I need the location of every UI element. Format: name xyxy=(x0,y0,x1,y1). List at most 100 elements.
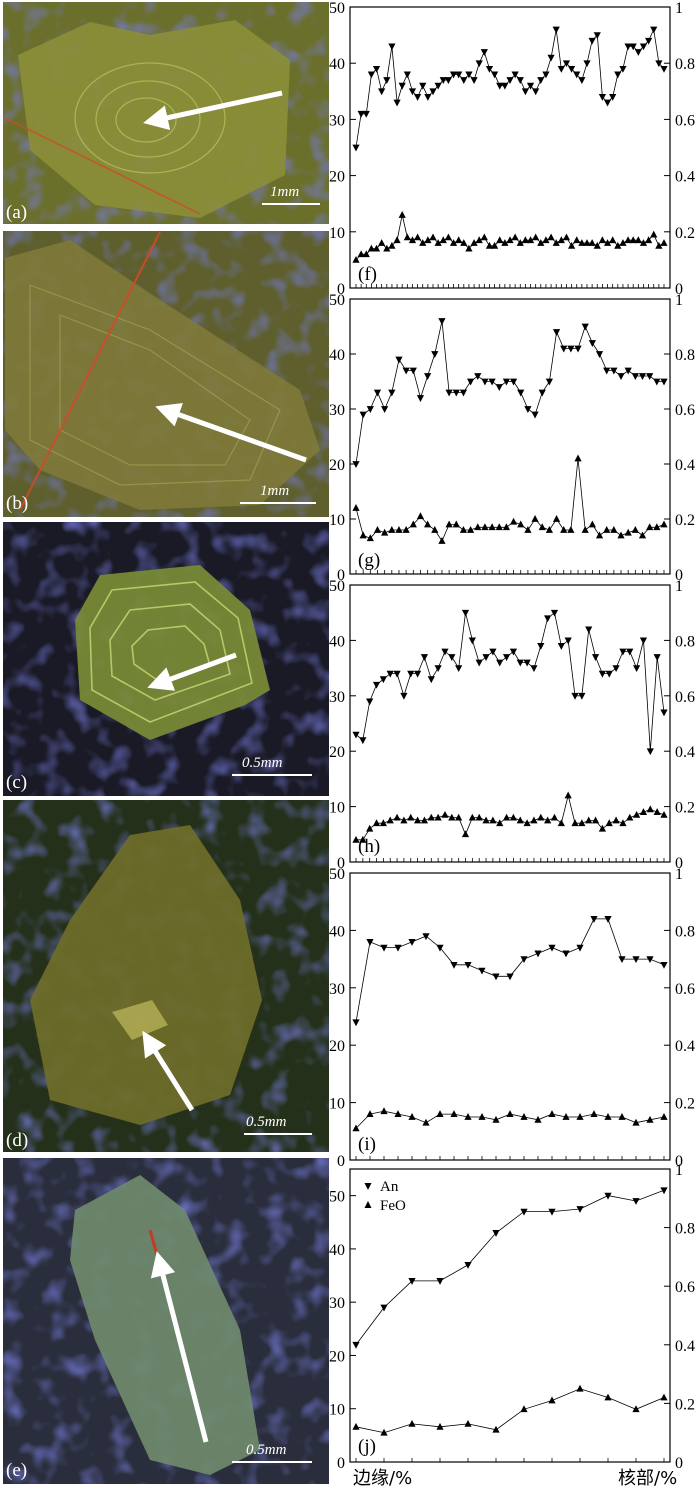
y-tick-label-right: 0.4 xyxy=(675,457,695,474)
feo-point xyxy=(431,526,439,533)
feo-point xyxy=(414,233,422,241)
feo-point xyxy=(416,512,425,520)
feo-point xyxy=(650,230,658,238)
feo-point xyxy=(660,1393,668,1401)
feo-point xyxy=(578,239,586,246)
feo-point xyxy=(378,239,386,246)
y-tick-label-left: 0 xyxy=(337,1153,345,1170)
an-point xyxy=(467,378,475,386)
an-point xyxy=(502,654,511,661)
feo-point xyxy=(626,813,634,821)
an-point xyxy=(438,318,446,325)
an-point xyxy=(653,378,661,386)
an-point xyxy=(564,637,572,645)
feo-point xyxy=(424,236,432,244)
y-tick-label-right: 0.8 xyxy=(675,633,695,650)
feo-point xyxy=(461,830,470,838)
an-point xyxy=(605,670,613,678)
panel-label: (b) xyxy=(6,493,28,514)
y-tick-label-left: 40 xyxy=(329,56,345,73)
feo-point xyxy=(595,531,604,539)
an-point xyxy=(465,71,473,79)
series-an-line xyxy=(355,1189,665,1346)
feo-point xyxy=(604,1112,612,1120)
feo-point xyxy=(455,813,463,821)
y-tick-label-left: 10 xyxy=(329,225,345,242)
scale-label: 0.5mm xyxy=(246,1114,287,1130)
feo-point xyxy=(393,236,401,244)
an-point xyxy=(520,1208,528,1216)
zoning-arrow xyxy=(155,402,307,463)
feo-point xyxy=(583,239,591,246)
an-point xyxy=(552,329,561,336)
feo-point xyxy=(362,250,370,258)
feo-point xyxy=(480,233,488,241)
feo-point xyxy=(352,255,360,263)
feo-point xyxy=(511,233,519,241)
feo-point xyxy=(562,233,571,241)
plot-frame xyxy=(349,298,671,575)
an-point xyxy=(470,77,478,85)
feo-point xyxy=(578,819,586,827)
an-point xyxy=(639,637,648,645)
y-tick-label-right: 0.2 xyxy=(675,1096,695,1113)
feo-point xyxy=(475,813,483,821)
y-tick-label-right: 0.8 xyxy=(675,56,695,73)
scale-label: 1mm xyxy=(260,483,289,499)
an-point xyxy=(378,88,386,96)
feo-point xyxy=(379,819,387,827)
feo-point xyxy=(585,816,593,824)
feo-point xyxy=(464,1419,472,1427)
an-point xyxy=(562,950,570,958)
feo-point xyxy=(448,813,456,821)
feo-point xyxy=(660,1112,668,1120)
an-point xyxy=(403,71,411,79)
an-point xyxy=(379,676,387,684)
feo-point xyxy=(465,244,473,252)
an-point xyxy=(482,654,490,661)
feo-point xyxy=(395,526,403,533)
chart-g: 0 10 20 30 40 50 0 0.2 0.4 0.6 0.8 1 (g) xyxy=(329,292,695,584)
feo-point xyxy=(436,1422,444,1430)
an-point xyxy=(489,648,497,656)
feo-point xyxy=(381,528,389,536)
an-point xyxy=(380,1304,388,1312)
an-point xyxy=(436,944,444,952)
y-tick-label-left: 50 xyxy=(329,866,345,883)
an-point xyxy=(455,665,463,673)
y-tick-label-right: 0.4 xyxy=(675,1038,695,1055)
an-point xyxy=(617,373,625,380)
an-point xyxy=(542,71,550,79)
feo-point xyxy=(434,239,442,246)
an-point xyxy=(373,389,382,397)
feo-point xyxy=(436,1110,444,1117)
y-tick-label-left: 10 xyxy=(329,800,345,817)
an-point xyxy=(393,99,401,107)
feo-point xyxy=(552,239,560,246)
an-point xyxy=(609,94,617,101)
zoning-arrow xyxy=(147,652,237,691)
y-tick-label-right: 0 xyxy=(675,1455,683,1472)
feo-point xyxy=(517,520,525,528)
an-point xyxy=(359,737,367,745)
an-point xyxy=(646,748,654,756)
an-point xyxy=(547,54,555,62)
an-point xyxy=(429,88,437,96)
an-point xyxy=(388,389,396,397)
an-point xyxy=(485,65,494,73)
an-point xyxy=(372,681,381,689)
feo-point xyxy=(352,1422,360,1430)
feo-point xyxy=(402,526,410,533)
an-point xyxy=(441,648,449,656)
an-point xyxy=(380,944,388,952)
y-tick-label-left: 50 xyxy=(329,1189,345,1206)
y-tick-label-right: 0 xyxy=(675,855,683,872)
feo-point xyxy=(638,531,647,539)
feo-point xyxy=(409,520,417,528)
feo-point xyxy=(632,1405,640,1413)
series-an-line xyxy=(355,611,665,752)
an-point xyxy=(439,77,447,85)
an-point xyxy=(357,110,365,118)
feo-point xyxy=(576,1384,584,1392)
